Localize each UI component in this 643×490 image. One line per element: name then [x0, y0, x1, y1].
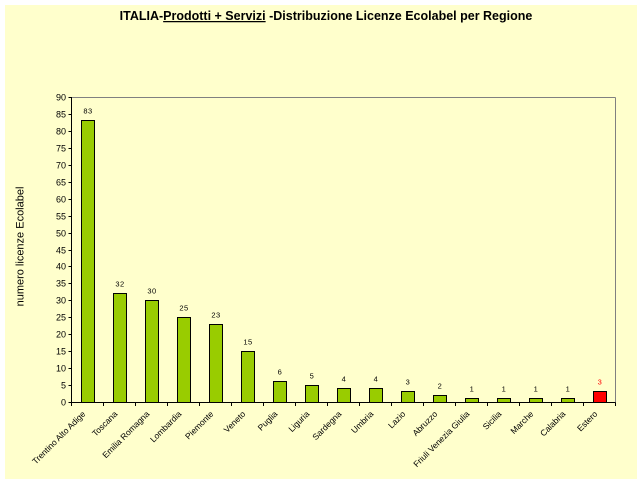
svg-text:75: 75	[56, 144, 66, 154]
svg-text:50: 50	[56, 229, 66, 239]
svg-text:0: 0	[61, 398, 66, 408]
svg-text:32: 32	[115, 280, 124, 289]
svg-text:23: 23	[211, 311, 220, 320]
svg-text:1: 1	[470, 385, 475, 394]
svg-text:83: 83	[83, 107, 92, 116]
svg-text:40: 40	[56, 262, 66, 272]
svg-text:4: 4	[374, 375, 379, 384]
svg-text:1: 1	[502, 385, 507, 394]
svg-text:5: 5	[61, 381, 66, 391]
svg-text:30: 30	[147, 287, 156, 296]
svg-text:80: 80	[56, 127, 66, 137]
svg-text:1: 1	[534, 385, 539, 394]
svg-text:25: 25	[179, 304, 188, 313]
svg-text:20: 20	[56, 330, 66, 340]
svg-text:85: 85	[56, 110, 66, 120]
svg-text:6: 6	[278, 368, 283, 377]
svg-text:65: 65	[56, 178, 66, 188]
svg-text:35: 35	[56, 279, 66, 289]
svg-text:70: 70	[56, 161, 66, 171]
svg-text:ITALIA-Prodotti + Servizi -Dis: ITALIA-Prodotti + Servizi -Distribuzione…	[120, 9, 533, 23]
svg-text:15: 15	[56, 347, 66, 357]
svg-text:3: 3	[406, 378, 411, 387]
svg-text:25: 25	[56, 313, 66, 323]
svg-text:3: 3	[598, 378, 603, 387]
svg-text:90: 90	[56, 93, 66, 103]
svg-text:numero licenze Ecolabel: numero licenze Ecolabel	[15, 187, 27, 307]
svg-text:2: 2	[438, 382, 443, 391]
svg-text:45: 45	[56, 246, 66, 256]
svg-text:5: 5	[310, 372, 315, 381]
svg-text:1: 1	[566, 385, 571, 394]
svg-text:30: 30	[56, 296, 66, 306]
svg-text:4: 4	[342, 375, 347, 384]
svg-text:60: 60	[56, 195, 66, 205]
svg-text:55: 55	[56, 212, 66, 222]
svg-text:15: 15	[243, 338, 252, 347]
svg-text:10: 10	[56, 364, 66, 374]
